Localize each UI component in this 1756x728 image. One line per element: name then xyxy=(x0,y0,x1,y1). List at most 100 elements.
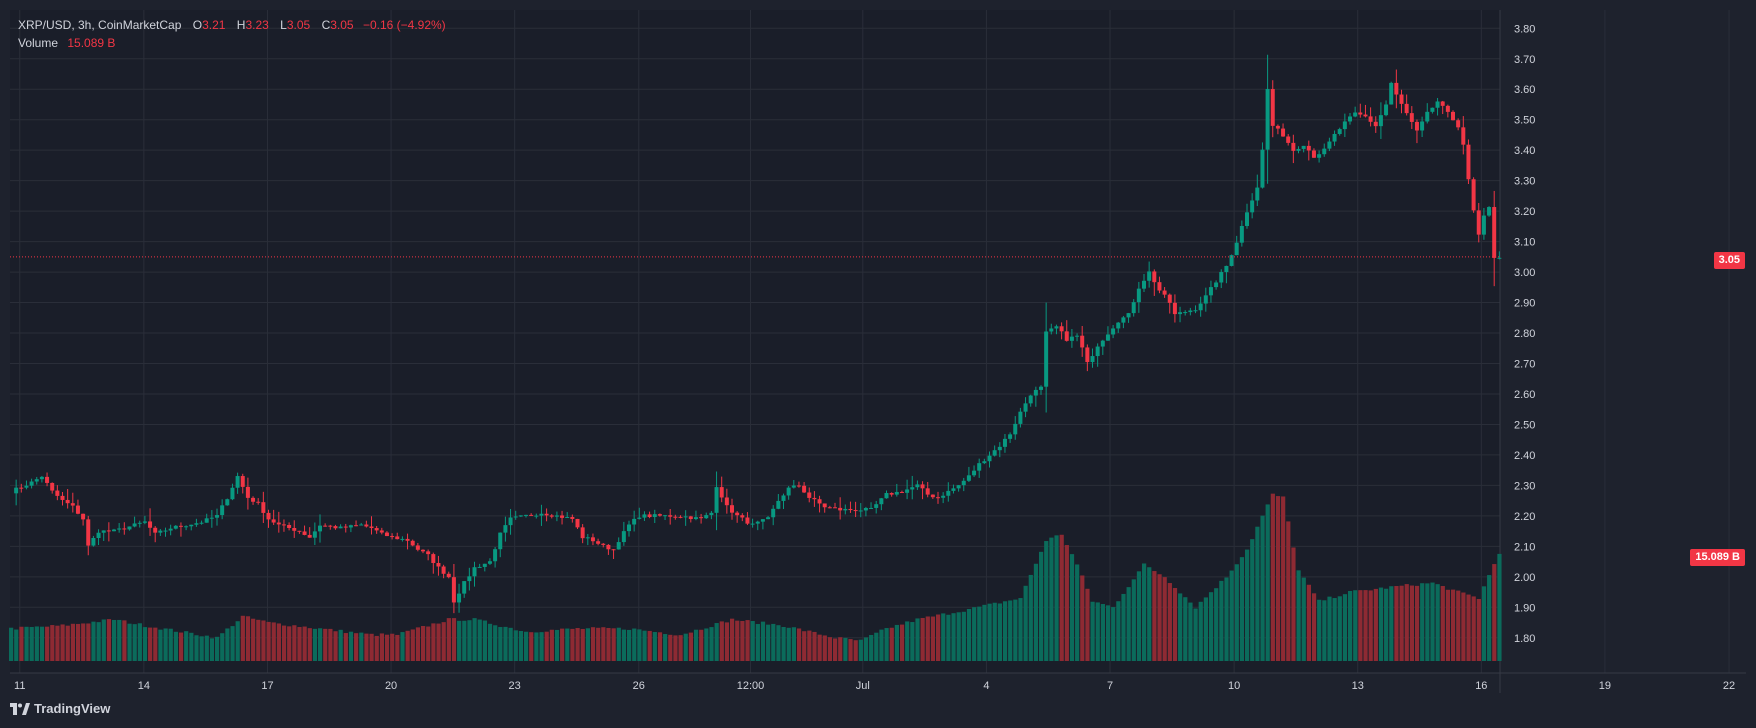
candle-body xyxy=(554,515,559,517)
volume-bar xyxy=(833,638,838,661)
volume-bar xyxy=(956,612,961,661)
candle-body xyxy=(19,487,24,489)
candle-body xyxy=(451,577,456,603)
candle-body xyxy=(1203,295,1208,304)
candle-body xyxy=(977,463,982,471)
volume-bar xyxy=(173,631,178,661)
volume-bar xyxy=(1198,601,1203,661)
volume-bar xyxy=(1440,586,1445,661)
volume-bar xyxy=(1435,584,1440,661)
candle-body xyxy=(961,480,966,486)
volume-bar xyxy=(755,624,760,661)
volume-bar xyxy=(81,623,86,661)
volume-bar xyxy=(786,627,791,661)
candle-body xyxy=(487,561,492,564)
volume-bar xyxy=(596,627,601,661)
tradingview-wordmark: TradingView xyxy=(34,701,111,716)
candle-body xyxy=(833,507,837,509)
volume-bar xyxy=(204,635,209,661)
candle-body xyxy=(1172,302,1177,315)
volume-bar xyxy=(446,618,451,661)
candle-body xyxy=(292,528,297,531)
volume-bar xyxy=(714,623,719,661)
candle-body xyxy=(482,563,487,567)
candle-body xyxy=(266,512,271,520)
candle-body xyxy=(1044,331,1049,387)
volume-bar xyxy=(894,624,899,661)
candle-body xyxy=(323,525,328,527)
volume-bar xyxy=(1389,586,1394,661)
volume-bar xyxy=(410,629,415,661)
volume-bar xyxy=(65,625,70,661)
volume-bar xyxy=(364,633,369,661)
low-label: L xyxy=(280,18,287,32)
candle-body xyxy=(354,525,359,527)
volume-bar xyxy=(750,621,755,661)
candle-body xyxy=(740,515,745,518)
volume-bar xyxy=(240,615,245,661)
x-tick-label: Jul xyxy=(856,680,870,692)
candle-body xyxy=(925,488,930,495)
volume-bar xyxy=(1368,590,1373,661)
volume-bar xyxy=(1487,575,1492,661)
candle-body xyxy=(838,507,843,511)
candle-body xyxy=(709,512,714,516)
symbol-title[interactable]: XRP/USD, 3h, CoinMarketCap xyxy=(18,18,182,32)
volume-bar xyxy=(256,619,261,661)
volume-bar xyxy=(1069,554,1075,661)
candle-body xyxy=(415,545,420,550)
candle-body xyxy=(776,500,781,509)
volume-bar xyxy=(1111,607,1116,661)
candle-body xyxy=(1270,89,1275,126)
candle-body xyxy=(1425,111,1430,122)
volume-label[interactable]: Volume xyxy=(18,36,59,50)
volume-bar xyxy=(421,626,426,661)
volume-bar xyxy=(261,620,266,661)
candle-body xyxy=(235,476,240,488)
candle-body xyxy=(580,527,585,539)
candle-body xyxy=(1435,101,1440,108)
volume-bar xyxy=(889,627,894,661)
volume-bar xyxy=(60,624,65,661)
tradingview-logo[interactable]: TradingView xyxy=(10,701,110,716)
candle-body xyxy=(750,523,755,525)
volume-bar xyxy=(328,628,333,661)
candle-body xyxy=(50,482,55,491)
candle-body xyxy=(657,514,662,516)
volume-bar xyxy=(791,627,796,661)
candle-body xyxy=(1492,207,1497,258)
candle-body xyxy=(627,524,631,532)
volume-bar xyxy=(539,632,544,661)
volume-bar xyxy=(776,625,781,661)
volume-bar xyxy=(704,628,709,661)
volume-bar xyxy=(1425,583,1430,661)
candle-body xyxy=(302,531,307,535)
candle-body xyxy=(1018,411,1023,424)
volume-bar xyxy=(554,629,560,661)
candle-body xyxy=(1368,116,1373,122)
candle-body xyxy=(348,525,353,528)
candle-body xyxy=(333,526,338,529)
candle-body xyxy=(1281,128,1286,137)
candle-body xyxy=(827,507,832,509)
volume-bar xyxy=(601,627,606,661)
volume-bar xyxy=(1157,574,1162,661)
close-label: C xyxy=(321,18,331,32)
volume-bar xyxy=(137,623,142,661)
candle-body xyxy=(457,593,462,603)
volume-bar xyxy=(802,631,807,661)
candle-body xyxy=(34,479,39,482)
volume-bar xyxy=(1476,599,1481,661)
x-tick-label: 22 xyxy=(1723,680,1735,692)
volume-bar xyxy=(1342,594,1348,661)
candle-body xyxy=(1286,136,1291,143)
candle-body xyxy=(1404,103,1409,114)
high-label: H xyxy=(236,18,246,32)
candle-body xyxy=(1214,282,1219,288)
candle-body xyxy=(1147,271,1152,281)
y-tick-label: 2.80 xyxy=(1514,328,1535,340)
candle-body xyxy=(1348,116,1352,122)
volume-bar xyxy=(771,623,776,661)
candle-body xyxy=(1008,434,1013,439)
